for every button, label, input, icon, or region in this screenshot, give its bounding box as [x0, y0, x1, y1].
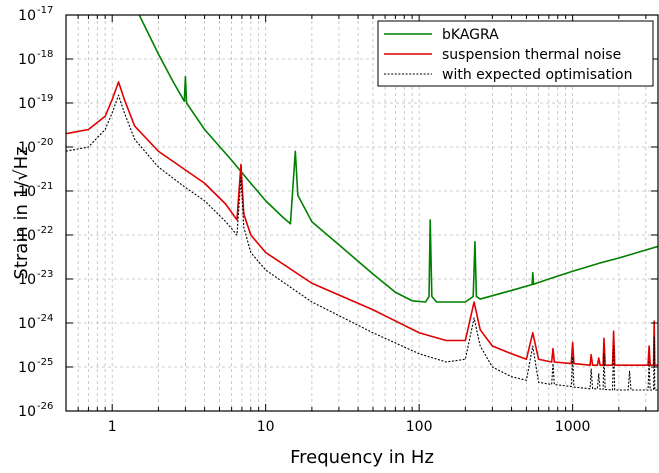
x-tick-label: 10	[257, 419, 275, 435]
y-tick-label: 10	[18, 8, 36, 24]
x-tick-labels: 1 10 100 1000	[108, 419, 591, 435]
y-tick-exponent: -26	[37, 401, 53, 412]
x-tick-label: 100	[406, 419, 433, 435]
y-tick-exponent: -21	[37, 181, 53, 192]
y-tick-label: 10	[18, 228, 36, 244]
y-tick-exponent: -20	[37, 137, 53, 148]
y-tick-label: 10	[18, 96, 36, 112]
y-tick-exponent: -25	[37, 357, 53, 368]
y-tick-label: 10	[18, 140, 36, 156]
ticks	[65, 14, 658, 412]
y-tick-label: 10	[18, 272, 36, 288]
series-line-bkagra	[138, 15, 658, 303]
y-tick-labels: 10-2610-2510-2410-2310-2210-2110-2010-19…	[18, 5, 53, 420]
y-tick-label: 10	[18, 52, 36, 68]
y-tick-exponent: -22	[37, 225, 53, 236]
y-tick-exponent: -17	[37, 5, 53, 16]
y-tick-label: 10	[18, 404, 36, 420]
y-tick-label: 10	[18, 360, 36, 376]
y-tick-label: 10	[18, 316, 36, 332]
legend-label: bKAGRA	[442, 27, 499, 43]
legend-label: suspension thermal noise	[442, 47, 621, 63]
legend-box	[377, 20, 654, 87]
series-line-with-expected-optimisation	[66, 94, 658, 391]
x-tick-label: 1	[108, 419, 117, 435]
legend: bKAGRA suspension thermal noise with expec…	[377, 20, 654, 87]
y-tick-label: 10	[18, 184, 36, 200]
y-tick-exponent: -19	[37, 93, 53, 104]
y-axis-label: Strain in 1/√Hz	[11, 146, 32, 279]
series-layer	[66, 15, 658, 391]
y-tick-exponent: -18	[37, 49, 53, 60]
plot-frame	[65, 14, 659, 412]
legend-label: with expected optimisation	[442, 67, 633, 83]
x-tick-label: 1000	[555, 419, 591, 435]
x-axis-label: Frequency in Hz	[290, 447, 434, 468]
y-tick-exponent: -24	[37, 313, 53, 324]
y-tick-exponent: -23	[37, 269, 53, 280]
